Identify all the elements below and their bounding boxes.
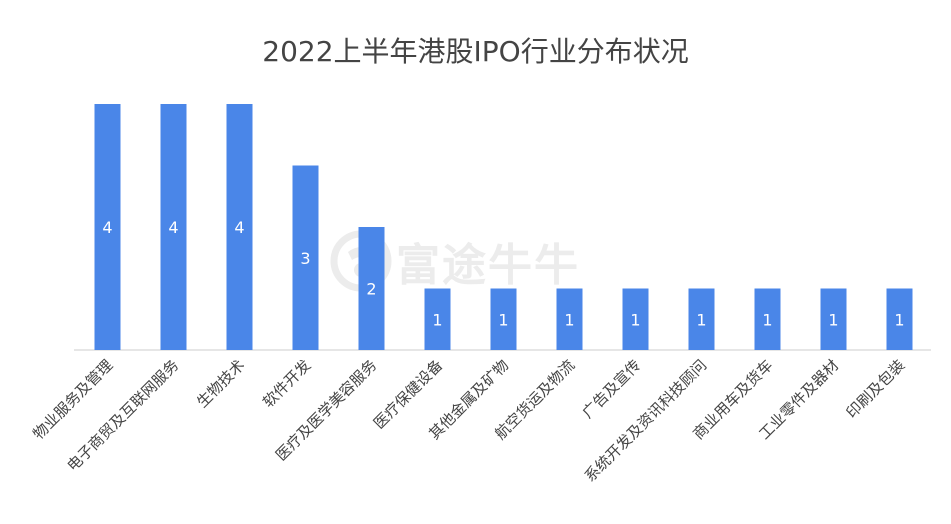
bar [94,104,121,350]
bar [688,288,715,350]
bar [292,165,319,350]
bar-value-label: 4 [168,218,178,237]
bar [886,288,913,350]
x-tick-label: 电子商贸及互联网服务 [64,356,183,475]
x-tick-label: 广告及宣传 [579,356,645,422]
bar-value-label: 4 [102,218,112,237]
bar [622,288,649,350]
bar-value-label: 4 [234,218,244,237]
bar-value-label: 1 [762,310,772,329]
x-tick-label: 系统开发及资讯科技顾问 [581,356,710,485]
bar-value-label: 1 [828,310,838,329]
bar [754,288,781,350]
bar [424,288,451,350]
bar-value-label: 3 [300,249,310,268]
chart-title: 2022上半年港股IPO行业分布状况 [262,35,689,68]
x-tick-label: 软件开发 [259,356,314,411]
bar [820,288,847,350]
bar [160,104,187,350]
bar [556,288,583,350]
bar-value-label: 1 [630,310,640,329]
x-tick-label: 生物技术 [193,356,248,411]
watermark-text: 富途牛牛 [396,240,580,291]
bar-value-label: 1 [894,310,904,329]
bar-value-label: 1 [696,310,706,329]
bar-value-label: 1 [564,310,574,329]
bar-value-label: 1 [498,310,508,329]
bar [490,288,517,350]
bar-value-label: 1 [432,310,442,329]
bar [226,104,253,350]
x-tick-label: 印刷及包装 [843,356,909,422]
bar-value-label: 2 [366,280,376,299]
bar [358,227,385,350]
